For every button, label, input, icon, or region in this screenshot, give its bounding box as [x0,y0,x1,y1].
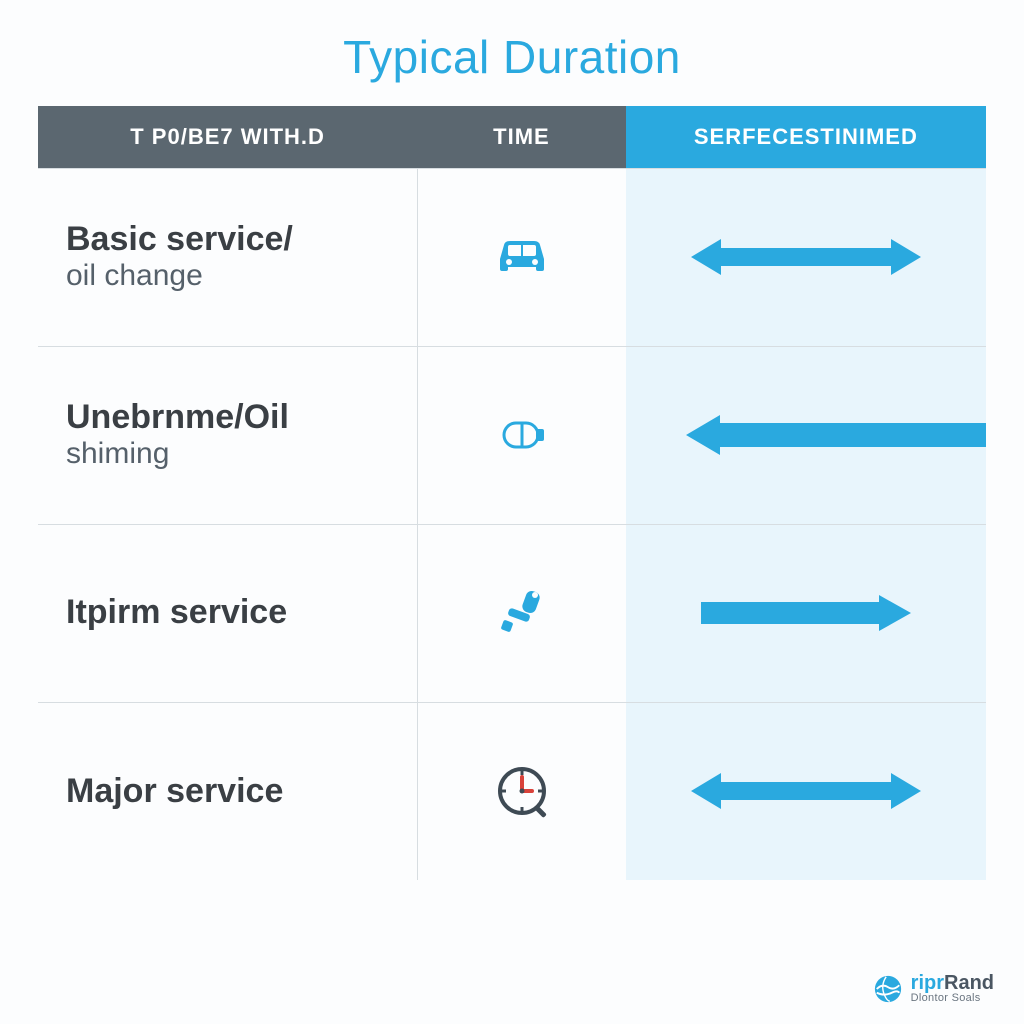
header-estimated: SERFECESTINIMED [626,106,986,168]
icon-cell [417,524,626,702]
service-title: Major service [66,772,417,811]
wrench-icon [482,573,562,653]
duration-cell [626,524,986,702]
globe-icon [873,974,903,1004]
icon-cell [417,346,626,524]
icon-cell [417,168,626,346]
service-title: Unebrnme/Oil [66,398,417,437]
duration-cell [626,702,986,880]
header-time: TIME [417,106,626,168]
table-row: Itpirm service [38,524,986,702]
service-cell: Major service [38,702,417,880]
table-header-row: T P0/BE7 WITH.D TIME SERFECESTINIMED [38,106,986,168]
footer-tagline: Dlontor Soals [911,993,994,1004]
footer-brand-part1: ripr [911,972,944,994]
footer-brand-part2: Rand [944,972,994,994]
table-row: Major service [38,702,986,880]
service-title: Itpirm service [66,593,417,632]
service-cell: Basic service/oil change [38,168,417,346]
right-arrow-icon [626,583,986,643]
duration-cell [626,346,986,524]
footer-brand: riprRand Dlontor Soals [873,973,994,1004]
double-arrow-icon [626,761,986,821]
service-cell: Itpirm service [38,524,417,702]
duration-table: T P0/BE7 WITH.D TIME SERFECESTINIMED Bas… [38,106,986,880]
cartridge-icon [482,395,562,475]
service-subtitle: shiming [66,437,417,472]
table-row: Unebrnme/Oilshiming [38,346,986,524]
car-icon [482,217,562,297]
table-row: Basic service/oil change [38,168,986,346]
service-title: Basic service/ [66,220,417,259]
page-title: Typical Duration [38,30,986,84]
icon-cell [417,702,626,880]
service-subtitle: oil change [66,259,417,294]
service-cell: Unebrnme/Oilshiming [38,346,417,524]
left-arrow-icon [626,405,986,465]
duration-cell [626,168,986,346]
header-service-type: T P0/BE7 WITH.D [38,106,417,168]
clock-icon [482,751,562,831]
double-arrow-icon [626,227,986,287]
footer-brand-text: riprRand [911,973,994,993]
